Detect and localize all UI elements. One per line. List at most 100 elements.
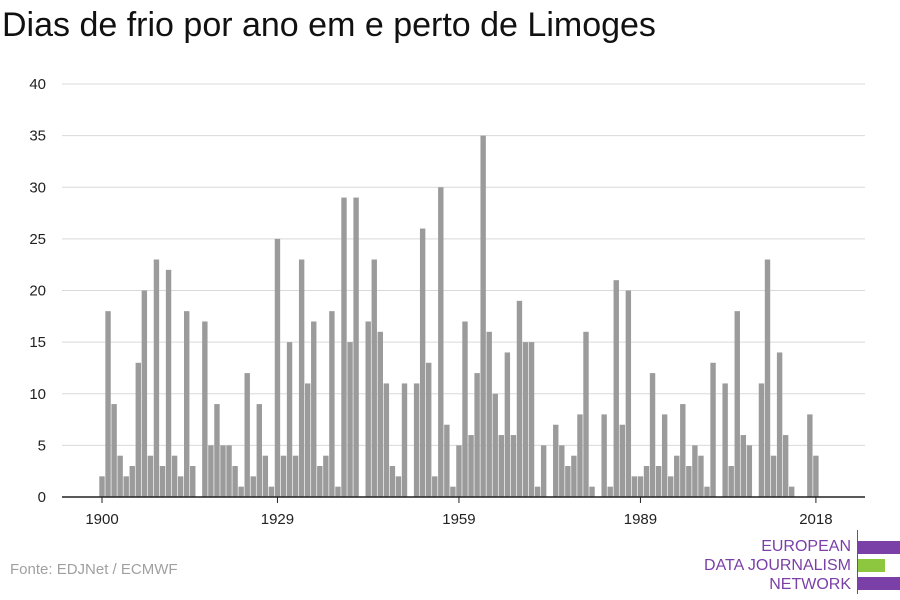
bar [740, 435, 746, 497]
bar [444, 424, 450, 497]
bar [498, 435, 504, 497]
bar [776, 352, 783, 497]
bar [383, 383, 390, 497]
x-tick-label: 1989 [624, 511, 657, 528]
bar [165, 269, 172, 497]
bar [311, 321, 317, 497]
bar [668, 476, 674, 497]
bar [516, 300, 523, 497]
bar [492, 393, 498, 497]
bar [129, 466, 135, 497]
bar [317, 466, 323, 497]
bar [734, 311, 740, 497]
bar [619, 424, 625, 497]
bar [190, 466, 196, 497]
bar [631, 476, 638, 497]
bar [377, 331, 383, 497]
x-axis: 1900 1929 1959 1989 2018 [62, 496, 865, 528]
y-tick-label: 25 [29, 231, 46, 248]
bar [504, 352, 511, 497]
logo-bar-middle [858, 559, 885, 572]
edjnet-logo: EUROPEAN DATA JOURNALISM NETWORK [700, 528, 900, 596]
bar-chart: 0 5 10 15 20 25 30 35 40 1900 1929 1959 1989 2018 [29, 76, 865, 528]
bar [298, 259, 305, 497]
y-tick-label: 35 [29, 128, 46, 145]
bar [450, 486, 456, 497]
bar [655, 466, 662, 497]
bar [456, 445, 462, 498]
bar [625, 290, 632, 497]
bar [371, 259, 377, 497]
bar [577, 414, 583, 497]
bar [226, 445, 232, 498]
bar [171, 455, 178, 497]
bar [692, 445, 698, 498]
x-tick-label: 1959 [442, 511, 475, 528]
bar [468, 435, 474, 497]
bar [232, 466, 238, 497]
bar [553, 424, 559, 497]
logo-bar-bottom [858, 577, 900, 590]
bar [341, 197, 347, 497]
bar [105, 311, 111, 497]
chart-title: Dias de frio por ano em e perto de Limog… [2, 6, 656, 44]
x-tick-label: 2018 [799, 511, 832, 528]
bar [347, 342, 353, 498]
y-tick-label: 0 [38, 489, 46, 506]
bar [365, 321, 371, 497]
bar [770, 455, 777, 497]
bar [426, 362, 432, 497]
bar [559, 445, 565, 498]
bar [686, 466, 692, 497]
bar [789, 486, 795, 497]
bar [698, 455, 704, 497]
bar [807, 414, 813, 497]
bar [601, 414, 607, 497]
bar [286, 342, 293, 498]
x-tick-label: 1900 [85, 511, 118, 528]
bar [438, 187, 444, 497]
bar [123, 476, 129, 497]
bar [274, 238, 281, 498]
bar [244, 373, 250, 497]
bar [268, 486, 275, 497]
y-axis: 0 5 10 15 20 25 30 35 40 [29, 76, 46, 506]
y-tick-label: 40 [29, 76, 46, 93]
bar [710, 362, 716, 497]
bar [280, 455, 287, 497]
bar [649, 373, 656, 497]
source-note: Fonte: EDJNet / ECMWF [10, 561, 178, 578]
bar [534, 486, 541, 497]
bar [395, 476, 402, 497]
bar [510, 435, 517, 497]
logo-text-line-3: NETWORK [769, 576, 851, 593]
bar [661, 414, 668, 497]
bar [522, 342, 529, 498]
bar [432, 476, 438, 497]
bar [292, 455, 299, 497]
y-tick-label: 20 [29, 283, 46, 300]
logo-separator [857, 530, 858, 594]
bar [764, 259, 771, 497]
bar [613, 280, 619, 497]
bar [117, 455, 123, 497]
bar [722, 383, 728, 497]
bar [389, 466, 396, 497]
bar [758, 383, 765, 497]
bar [637, 476, 644, 497]
bar [419, 228, 426, 498]
bar [147, 455, 154, 497]
y-tick-label: 10 [29, 386, 46, 403]
bar [335, 486, 341, 497]
bar [353, 197, 359, 497]
bar [184, 311, 190, 497]
bar [323, 455, 329, 497]
bar [329, 311, 335, 497]
bar [214, 404, 220, 497]
bar [177, 476, 184, 497]
bars [99, 135, 819, 498]
bar [813, 455, 819, 497]
bar [141, 290, 148, 497]
bar [674, 455, 680, 497]
x-tick-label: 1929 [261, 511, 294, 528]
